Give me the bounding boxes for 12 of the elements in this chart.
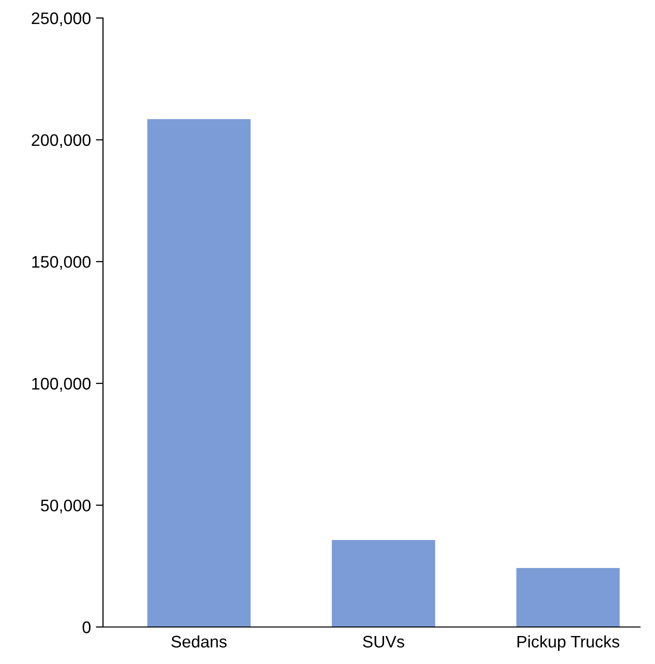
y-tick-label: 200,000 (32, 134, 91, 148)
y-tick-label: 250,000 (32, 12, 91, 26)
y-tick-label: 50,000 (40, 500, 91, 514)
x-tick-label: Sedans (171, 635, 227, 648)
x-tick-label: SUVs (362, 636, 404, 648)
bar (332, 540, 436, 627)
bar (516, 568, 620, 627)
y-tick-label: 150,000 (32, 256, 91, 270)
bar (147, 119, 251, 627)
y-tick-label: 100,000 (32, 378, 91, 392)
y-tick-label: 0 (82, 621, 91, 634)
x-tick-label: Pickup Trucks (518, 635, 620, 651)
